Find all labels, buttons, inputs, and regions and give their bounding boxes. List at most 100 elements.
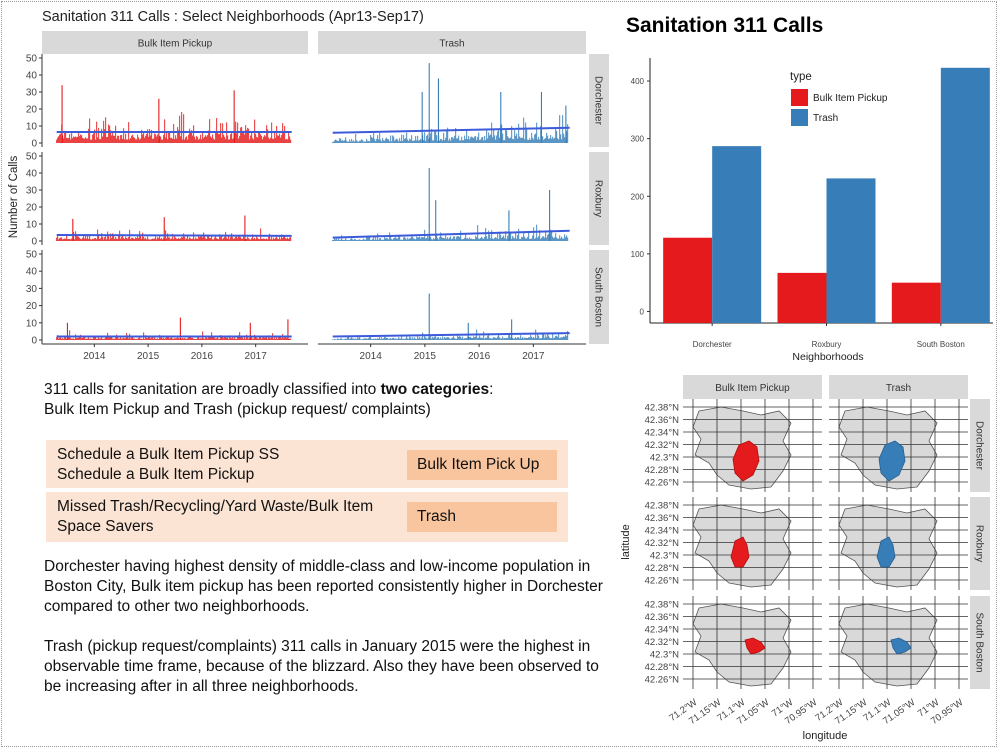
bar <box>777 272 827 323</box>
y-tick-label: 200 <box>631 192 645 201</box>
map-panel <box>829 596 968 689</box>
y-tick-label: 20 <box>26 203 38 214</box>
trend-line <box>332 332 570 338</box>
category-box-trash: Missed Trash/Recycling/Yard Waste/Bulk I… <box>46 492 568 542</box>
category-label-trash: Trash <box>407 502 557 532</box>
facet-strip-label: South Boston <box>974 612 985 672</box>
y-tick-label: 42.38°N <box>645 403 680 414</box>
y-axis-label: Number of Calls <box>8 156 20 239</box>
neighborhood-polygon <box>732 440 760 482</box>
neighborhood-polygon <box>878 440 906 482</box>
facet-strip <box>829 375 968 399</box>
y-tick-label: 30 <box>26 88 38 99</box>
facet-strip-label: Bulk Item Pickup <box>715 383 790 394</box>
facet-strip-label: Dorchester <box>974 421 985 471</box>
x-tick-label: 2015 <box>137 351 160 362</box>
y-tick-label: 42.34°N <box>645 625 680 636</box>
y-tick-label: 42.36°N <box>645 612 680 623</box>
x-tick-label: 2017 <box>522 351 545 362</box>
trend-line <box>56 234 292 237</box>
map-panel <box>683 596 822 689</box>
facet-strip <box>589 54 609 147</box>
facet-strip-label: Dorchester <box>593 76 604 126</box>
y-tick-label: 42.28°N <box>645 662 680 673</box>
facet-strip <box>970 497 990 590</box>
map-panel <box>683 497 822 590</box>
map-panel <box>683 399 822 492</box>
x-tick-label: 2015 <box>414 351 437 362</box>
category-request-line: Schedule a Bulk Item Pickup SS <box>57 446 280 463</box>
facet-strip <box>683 375 822 399</box>
paragraph-trash: Trash (pickup request/complaints) 311 ca… <box>44 638 599 695</box>
neighborhood-polygon <box>744 637 766 655</box>
category-request-line: Schedule a Bulk Item Pickup <box>57 466 255 483</box>
y-tick-label: 42.32°N <box>645 538 680 549</box>
y-tick-label: 20 <box>26 105 38 116</box>
y-tick-label: 300 <box>631 135 645 144</box>
y-tick-label: 50 <box>26 250 38 261</box>
legend-swatch <box>791 89 808 106</box>
x-tick-label: Dorchester <box>693 340 732 349</box>
facet-strip <box>318 31 586 54</box>
map-chart: Bulk Item Pickup Trash Dorchester Roxbury So… <box>620 375 990 742</box>
bar <box>940 67 990 323</box>
map-panel <box>829 399 968 492</box>
y-tick-label: 50 <box>26 152 38 163</box>
series-bars <box>56 111 292 143</box>
y-tick-label: 42.32°N <box>645 637 680 648</box>
y-tick-label: 42.38°N <box>645 600 680 611</box>
chart-title: Sanitation 311 Calls : Select Neighborho… <box>42 9 424 25</box>
bar <box>891 282 941 323</box>
intro-text-colon: : <box>489 381 494 398</box>
bar-chart: 0 100 200 300 400 Dorchester Roxbury South Bost… <box>631 58 993 363</box>
y-tick-label: 0 <box>640 307 645 316</box>
y-tick-label: 42.32°N <box>645 440 680 451</box>
y-tick-label: 0 <box>31 237 37 248</box>
y-tick-label: 42.36°N <box>645 415 680 426</box>
map-panel <box>829 497 968 590</box>
intro-text-line2: Bulk Item Pickup and Trash (pickup reque… <box>44 401 431 418</box>
legend-title: type <box>790 71 812 83</box>
bar <box>826 178 876 323</box>
facet-strip <box>42 31 308 54</box>
facet-strip-label: Bulk Item Pickup <box>138 39 213 50</box>
neighborhood-polygon <box>876 536 896 568</box>
y-tick-label: 42.3°N <box>650 453 679 464</box>
y-axis-label: latitude <box>620 524 632 559</box>
facet-strip-label: Roxbury <box>974 525 985 562</box>
y-tick-label: 30 <box>26 186 38 197</box>
facet-strip-label: Trash <box>886 383 911 394</box>
neighborhood-polygon <box>730 536 750 568</box>
y-tick-label: 42.34°N <box>645 428 680 439</box>
facet-strip <box>970 596 990 689</box>
trend-line <box>332 126 570 134</box>
category-requests: Schedule a Bulk Item Pickup SS Schedule … <box>57 445 279 485</box>
facet-strip-label: South Boston <box>593 267 604 327</box>
facet-strip <box>589 250 609 344</box>
facet-strip-label: Roxbury <box>593 180 604 217</box>
series-bars <box>332 329 569 340</box>
y-tick-label: 0 <box>31 139 37 150</box>
x-tick-label: 2017 <box>245 351 268 362</box>
series-bars <box>56 330 292 340</box>
x-axis-label: longitude <box>803 730 848 742</box>
y-tick-label: 10 <box>26 122 38 133</box>
x-tick-label: 2014 <box>83 351 106 362</box>
series-bars <box>56 228 292 241</box>
category-request-line: Missed Trash/Recycling/Yard Waste/Bulk I… <box>57 498 374 515</box>
intro-text-bold: two categories <box>380 381 490 398</box>
bar <box>712 146 762 323</box>
y-tick-label: 42.26°N <box>645 675 680 686</box>
page-title: Sanitation 311 Calls <box>626 14 824 37</box>
y-tick-label: 42.26°N <box>645 478 680 489</box>
category-label-bulk: Bulk Item Pick Up <box>407 450 557 480</box>
y-tick-label: 0 <box>31 336 37 347</box>
y-tick-label: 40 <box>26 71 38 82</box>
y-tick-label: 42.3°N <box>650 650 679 661</box>
y-tick-label: 42.36°N <box>645 513 680 524</box>
category-requests: Missed Trash/Recycling/Yard Waste/Bulk I… <box>57 497 373 537</box>
intro-text: 311 calls for sanitation are broadly cla… <box>44 380 604 420</box>
y-tick-label: 40 <box>26 169 38 180</box>
bar <box>663 237 713 323</box>
